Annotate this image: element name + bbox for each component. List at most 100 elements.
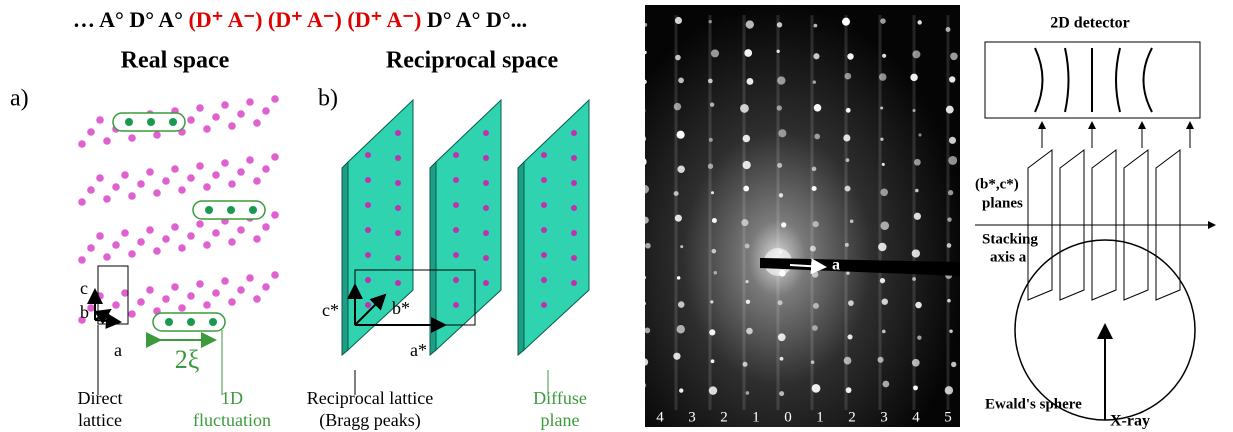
spot (882, 330, 886, 334)
lattice-point (153, 131, 161, 139)
spot (847, 334, 852, 339)
lattice-point (112, 241, 120, 249)
lattice-point (96, 232, 104, 240)
layer-number: 0 (784, 409, 792, 425)
lattice-point (203, 301, 211, 309)
spot (813, 53, 819, 59)
bragg-peak (453, 227, 459, 233)
spot (678, 78, 684, 84)
spot (778, 129, 786, 137)
lattice-point (203, 183, 211, 191)
fluctuation-point (205, 206, 213, 214)
lattice-point (121, 229, 129, 237)
spot (643, 51, 646, 54)
bragg-peak (571, 255, 577, 261)
bragg-peak (395, 255, 401, 261)
panel-title: Real space (121, 48, 230, 74)
bragg-peak (483, 155, 489, 161)
layer-number: 1 (816, 409, 824, 425)
lattice-point (237, 168, 245, 176)
bragg-peak (365, 152, 371, 158)
lattice-point (78, 140, 86, 148)
axis-label: b (80, 302, 89, 322)
bragg-peak (541, 227, 547, 233)
spot (644, 327, 650, 333)
lattice-point (262, 107, 270, 115)
lattice-point (187, 116, 195, 124)
fluctuation-point (227, 206, 235, 214)
bragg-peak (395, 230, 401, 236)
spot (712, 218, 717, 223)
lattice-point (228, 298, 236, 306)
figure: … A° D° A° (D⁺ A⁻) (D⁺ A⁻) (D⁺ A⁻) D° A°… (0, 0, 1233, 432)
lattice-point (196, 280, 204, 288)
spot (880, 188, 888, 196)
lattice-point (128, 310, 136, 318)
bragg-peak (483, 130, 489, 136)
bragg-peak (571, 280, 577, 286)
lattice-point (128, 250, 136, 258)
lattice-point (253, 177, 261, 185)
axis-label: a (832, 257, 840, 274)
spot (645, 243, 651, 249)
lattice-point (262, 223, 270, 231)
caption: fluctuation (193, 410, 271, 430)
fluctuation-point (147, 118, 155, 126)
slab (436, 100, 501, 350)
lattice-point (221, 101, 229, 109)
spot (950, 53, 958, 61)
planes-label: (b*,c*) (975, 176, 1019, 192)
bragg-peak (541, 277, 547, 283)
lattice-point (262, 165, 270, 173)
lattice-point (187, 292, 195, 300)
spot (714, 271, 717, 274)
lattice-point (212, 229, 220, 237)
lattice-point (87, 186, 95, 194)
bragg-peak (453, 177, 459, 183)
spot (813, 303, 819, 309)
spot (949, 137, 956, 144)
formula-neutral: … A° D° A° (73, 7, 183, 32)
layer-number: 5 (944, 409, 952, 425)
caption: Reciprocal lattice (307, 388, 433, 408)
lattice-point (196, 162, 204, 170)
axis-label: b* (392, 298, 410, 318)
detector-label: 2D detector (1050, 15, 1130, 32)
lattice-point (128, 192, 136, 200)
lattice-point (212, 289, 220, 297)
lattice-point (103, 253, 111, 261)
lattice-point (262, 283, 270, 291)
spot (746, 20, 754, 28)
lattice-point (187, 232, 195, 240)
bragg-peak (365, 302, 371, 308)
lattice-point (178, 304, 186, 312)
fluctuation-point (165, 318, 173, 326)
bragg-peak (541, 202, 547, 208)
lattice-point (162, 295, 170, 303)
sphere-label: Ewald's sphere (985, 396, 1082, 412)
spot (711, 49, 719, 57)
lattice-point (212, 113, 220, 121)
spot (850, 220, 854, 224)
lattice-point (237, 226, 245, 234)
spot (677, 325, 685, 333)
panel-label: a) (10, 86, 29, 112)
bragg-peak (541, 177, 547, 183)
lattice-point (271, 271, 279, 279)
spot (915, 302, 921, 308)
lattice-point (146, 226, 154, 234)
spot (746, 328, 753, 335)
lattice-point (121, 171, 129, 179)
spot (678, 301, 685, 308)
axis-label: a* (410, 340, 427, 360)
lattice-point (228, 238, 236, 246)
lattice-point (137, 298, 145, 306)
spot (949, 330, 952, 333)
lattice-point (137, 238, 145, 246)
caption: (Bragg peaks) (319, 410, 420, 431)
spot (677, 166, 684, 173)
lattice-point (112, 301, 120, 309)
lattice-point (96, 116, 104, 124)
spot (881, 221, 890, 230)
panel-label: b) (318, 86, 338, 112)
